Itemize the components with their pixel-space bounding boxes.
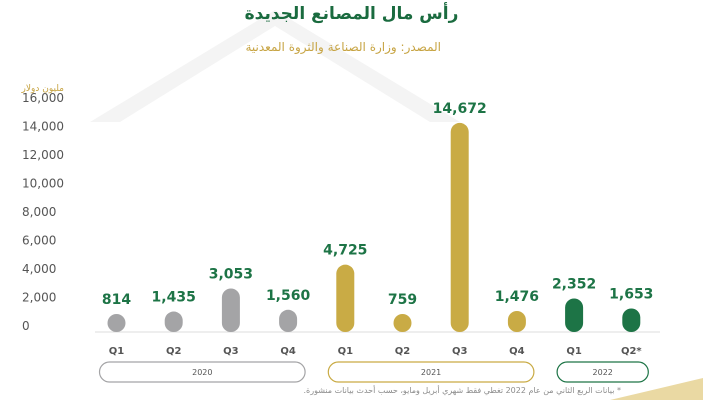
x-tick-label: Q4 xyxy=(509,346,525,357)
y-tick-label: 8,000 xyxy=(22,205,56,219)
bar xyxy=(221,288,240,332)
x-tick-label: Q4 xyxy=(280,346,296,357)
group-label: 2021 xyxy=(421,368,441,377)
y-tick-label: 2,000 xyxy=(22,291,56,305)
y-tick-label: 4,000 xyxy=(22,262,56,276)
bar xyxy=(107,314,126,332)
bar xyxy=(507,310,526,332)
x-tick-label: Q1 xyxy=(566,346,582,357)
x-tick-label: Q2 xyxy=(395,346,411,357)
group-pill xyxy=(98,361,306,383)
group-label: 2020 xyxy=(192,368,212,377)
data-label: 759 xyxy=(388,292,417,308)
x-tick-label: Q2 xyxy=(166,346,182,357)
data-label: 2,352 xyxy=(552,276,596,292)
y-tick-label: 12,000 xyxy=(22,148,64,162)
data-label: 1,435 xyxy=(152,290,196,306)
x-tick-label: Q1 xyxy=(109,346,125,357)
data-label: 4,725 xyxy=(323,243,367,259)
x-tick-label: Q3 xyxy=(223,346,239,357)
bar xyxy=(279,309,298,332)
y-tick-label: 0 xyxy=(22,319,30,333)
y-tick-label: 14,000 xyxy=(22,120,64,134)
group-pill xyxy=(327,361,535,383)
x-tick-label: Q2* xyxy=(621,346,642,357)
bar xyxy=(450,122,469,332)
data-label: 1,476 xyxy=(495,289,539,305)
chart-title: رأس مال المصانع الجديدة xyxy=(244,4,459,24)
bar xyxy=(393,314,412,332)
group-pill xyxy=(556,361,649,383)
group-label: 2022 xyxy=(593,368,613,377)
y-tick-label: 6,000 xyxy=(22,234,56,248)
bar xyxy=(164,311,183,332)
data-label: 14,672 xyxy=(433,101,487,117)
footnote: * بيانات الربع الثاني من عام 2022 تغطي ف… xyxy=(303,386,622,395)
x-tick-label: Q1 xyxy=(338,346,354,357)
bar xyxy=(336,264,355,332)
y-axis-unit-label: مليون دولار xyxy=(21,84,64,94)
y-tick-label: 16,000 xyxy=(22,91,64,105)
chart-subtitle: المصدر: وزارة الصناعة والثروة المعدنية xyxy=(245,40,441,54)
data-label: 1,653 xyxy=(609,286,653,302)
data-label: 814 xyxy=(102,292,131,308)
x-tick-label: Q3 xyxy=(452,346,468,357)
data-label: 3,053 xyxy=(209,266,253,282)
bar xyxy=(622,308,641,332)
y-tick-label: 10,000 xyxy=(22,177,64,191)
bar xyxy=(565,298,584,332)
data-label: 1,560 xyxy=(266,288,311,304)
